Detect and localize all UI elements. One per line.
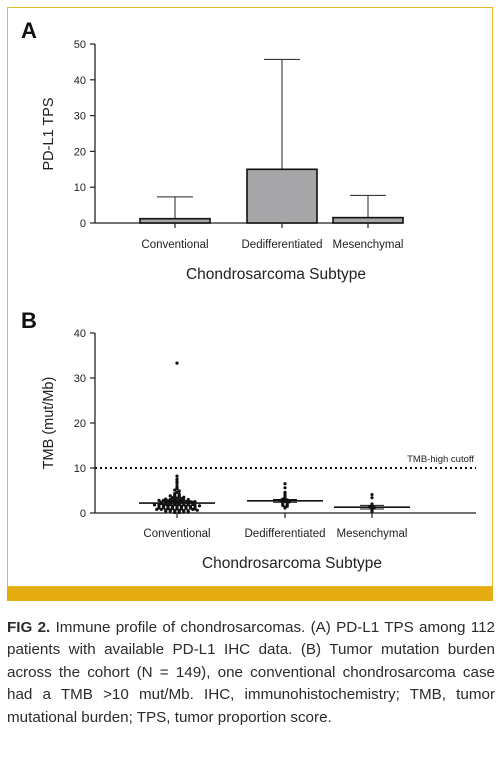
panel-b-point — [283, 491, 287, 495]
panel-b-point — [283, 482, 287, 486]
panel-a-y-tick-label: 20 — [74, 146, 86, 158]
figure-frame — [7, 7, 493, 587]
panel-b-y-tick-label: 20 — [74, 418, 86, 430]
panel-b-label: B — [21, 308, 37, 333]
panel-b-y-tick-label: 30 — [74, 373, 86, 385]
panel-b-point — [168, 509, 172, 513]
panel-b-x-tick-label: Dedifferentiated — [245, 528, 326, 540]
panel-a-x-tick-label: Dedifferentiated — [242, 239, 323, 251]
panel-b-point — [164, 509, 168, 513]
panel-b-point — [175, 474, 179, 478]
panel-b-point — [283, 486, 287, 490]
panel-b-cutoff-label: TMB-high cutoff — [407, 454, 474, 465]
panel-b-point — [175, 481, 179, 485]
panel-a-x-axis-label: Chondrosarcoma Subtype — [186, 266, 366, 283]
panel-b-point — [370, 496, 374, 500]
panel-b-y-tick-label: 10 — [74, 463, 86, 475]
panel-b-point — [177, 510, 181, 515]
panel-b-point — [168, 494, 172, 498]
panel-a-y-tick-label: 10 — [74, 182, 86, 194]
panel-b-point — [197, 504, 202, 508]
panel-b-point — [193, 506, 197, 510]
panel-b-point — [370, 509, 374, 513]
panel-b-point — [184, 505, 188, 509]
panel-b-point — [173, 488, 177, 492]
panel-a-y-tick-label: 40 — [74, 75, 86, 87]
panel-b-x-tick-label: Mesenchymal — [337, 528, 408, 540]
figure-divider-bar — [7, 587, 493, 601]
panel-b-point — [175, 477, 179, 481]
panel-b-point — [173, 510, 177, 515]
panel-b-y-axis-label: TMB (mut/Mb) — [41, 377, 57, 470]
panel-b-point — [152, 503, 157, 507]
panel-b-scatter-chart: B 0 10 20 30 40 TMB-high cutoff Conventional Ded… — [21, 308, 476, 572]
panel-a-bar-dedifferentiated — [246, 168, 318, 224]
panel-b-point — [283, 506, 287, 510]
panel-b-x-axis-label: Chondrosarcoma Subtype — [202, 555, 382, 572]
panel-a-y-tick-label: 30 — [74, 111, 86, 123]
panel-b-point — [186, 497, 190, 502]
panel-b-point — [182, 510, 186, 514]
figure-panels: A 0 10 20 30 40 50 Conventional Dedifferentiated… — [21, 18, 476, 572]
panel-b-y-tick-label: 40 — [74, 328, 86, 340]
panel-a-x-tick-label: Conventional — [141, 239, 208, 251]
panel-b-point — [161, 498, 166, 502]
panel-b-point — [155, 507, 159, 511]
panel-a-y-axis-label: PD-L1 TPS — [41, 97, 57, 170]
panel-b-point — [186, 510, 190, 514]
figure-caption-text: Immune profile of chondrosarcomas. (A) P… — [7, 619, 495, 726]
panel-a-bar-conventional — [139, 217, 211, 224]
panel-b-point — [188, 505, 193, 509]
panel-b-x-tick-label: Conventional — [143, 528, 210, 540]
figure-caption: FIG 2. Immune profile of chondrosarcomas… — [7, 617, 495, 729]
panel-b-point — [159, 507, 163, 511]
panel-a-y-tick-label: 0 — [80, 218, 86, 230]
panel-b-point — [157, 498, 161, 502]
panel-a-label: A — [21, 18, 37, 43]
panel-b-point — [370, 492, 374, 497]
panel-b-point — [170, 496, 175, 500]
panel-b-point — [175, 361, 179, 365]
panel-a-bar-mesenchymal — [332, 216, 404, 224]
panel-b-point — [281, 503, 285, 507]
figure-caption-label: FIG 2. — [7, 619, 51, 636]
panel-a-x-tick-label: Mesenchymal — [333, 239, 404, 251]
panel-b-y-tick-label: 0 — [80, 508, 86, 520]
panel-a-y-tick-label: 50 — [74, 39, 86, 51]
panel-a-bar-chart: A 0 10 20 30 40 50 Conventional Dedifferentiated… — [21, 18, 404, 283]
